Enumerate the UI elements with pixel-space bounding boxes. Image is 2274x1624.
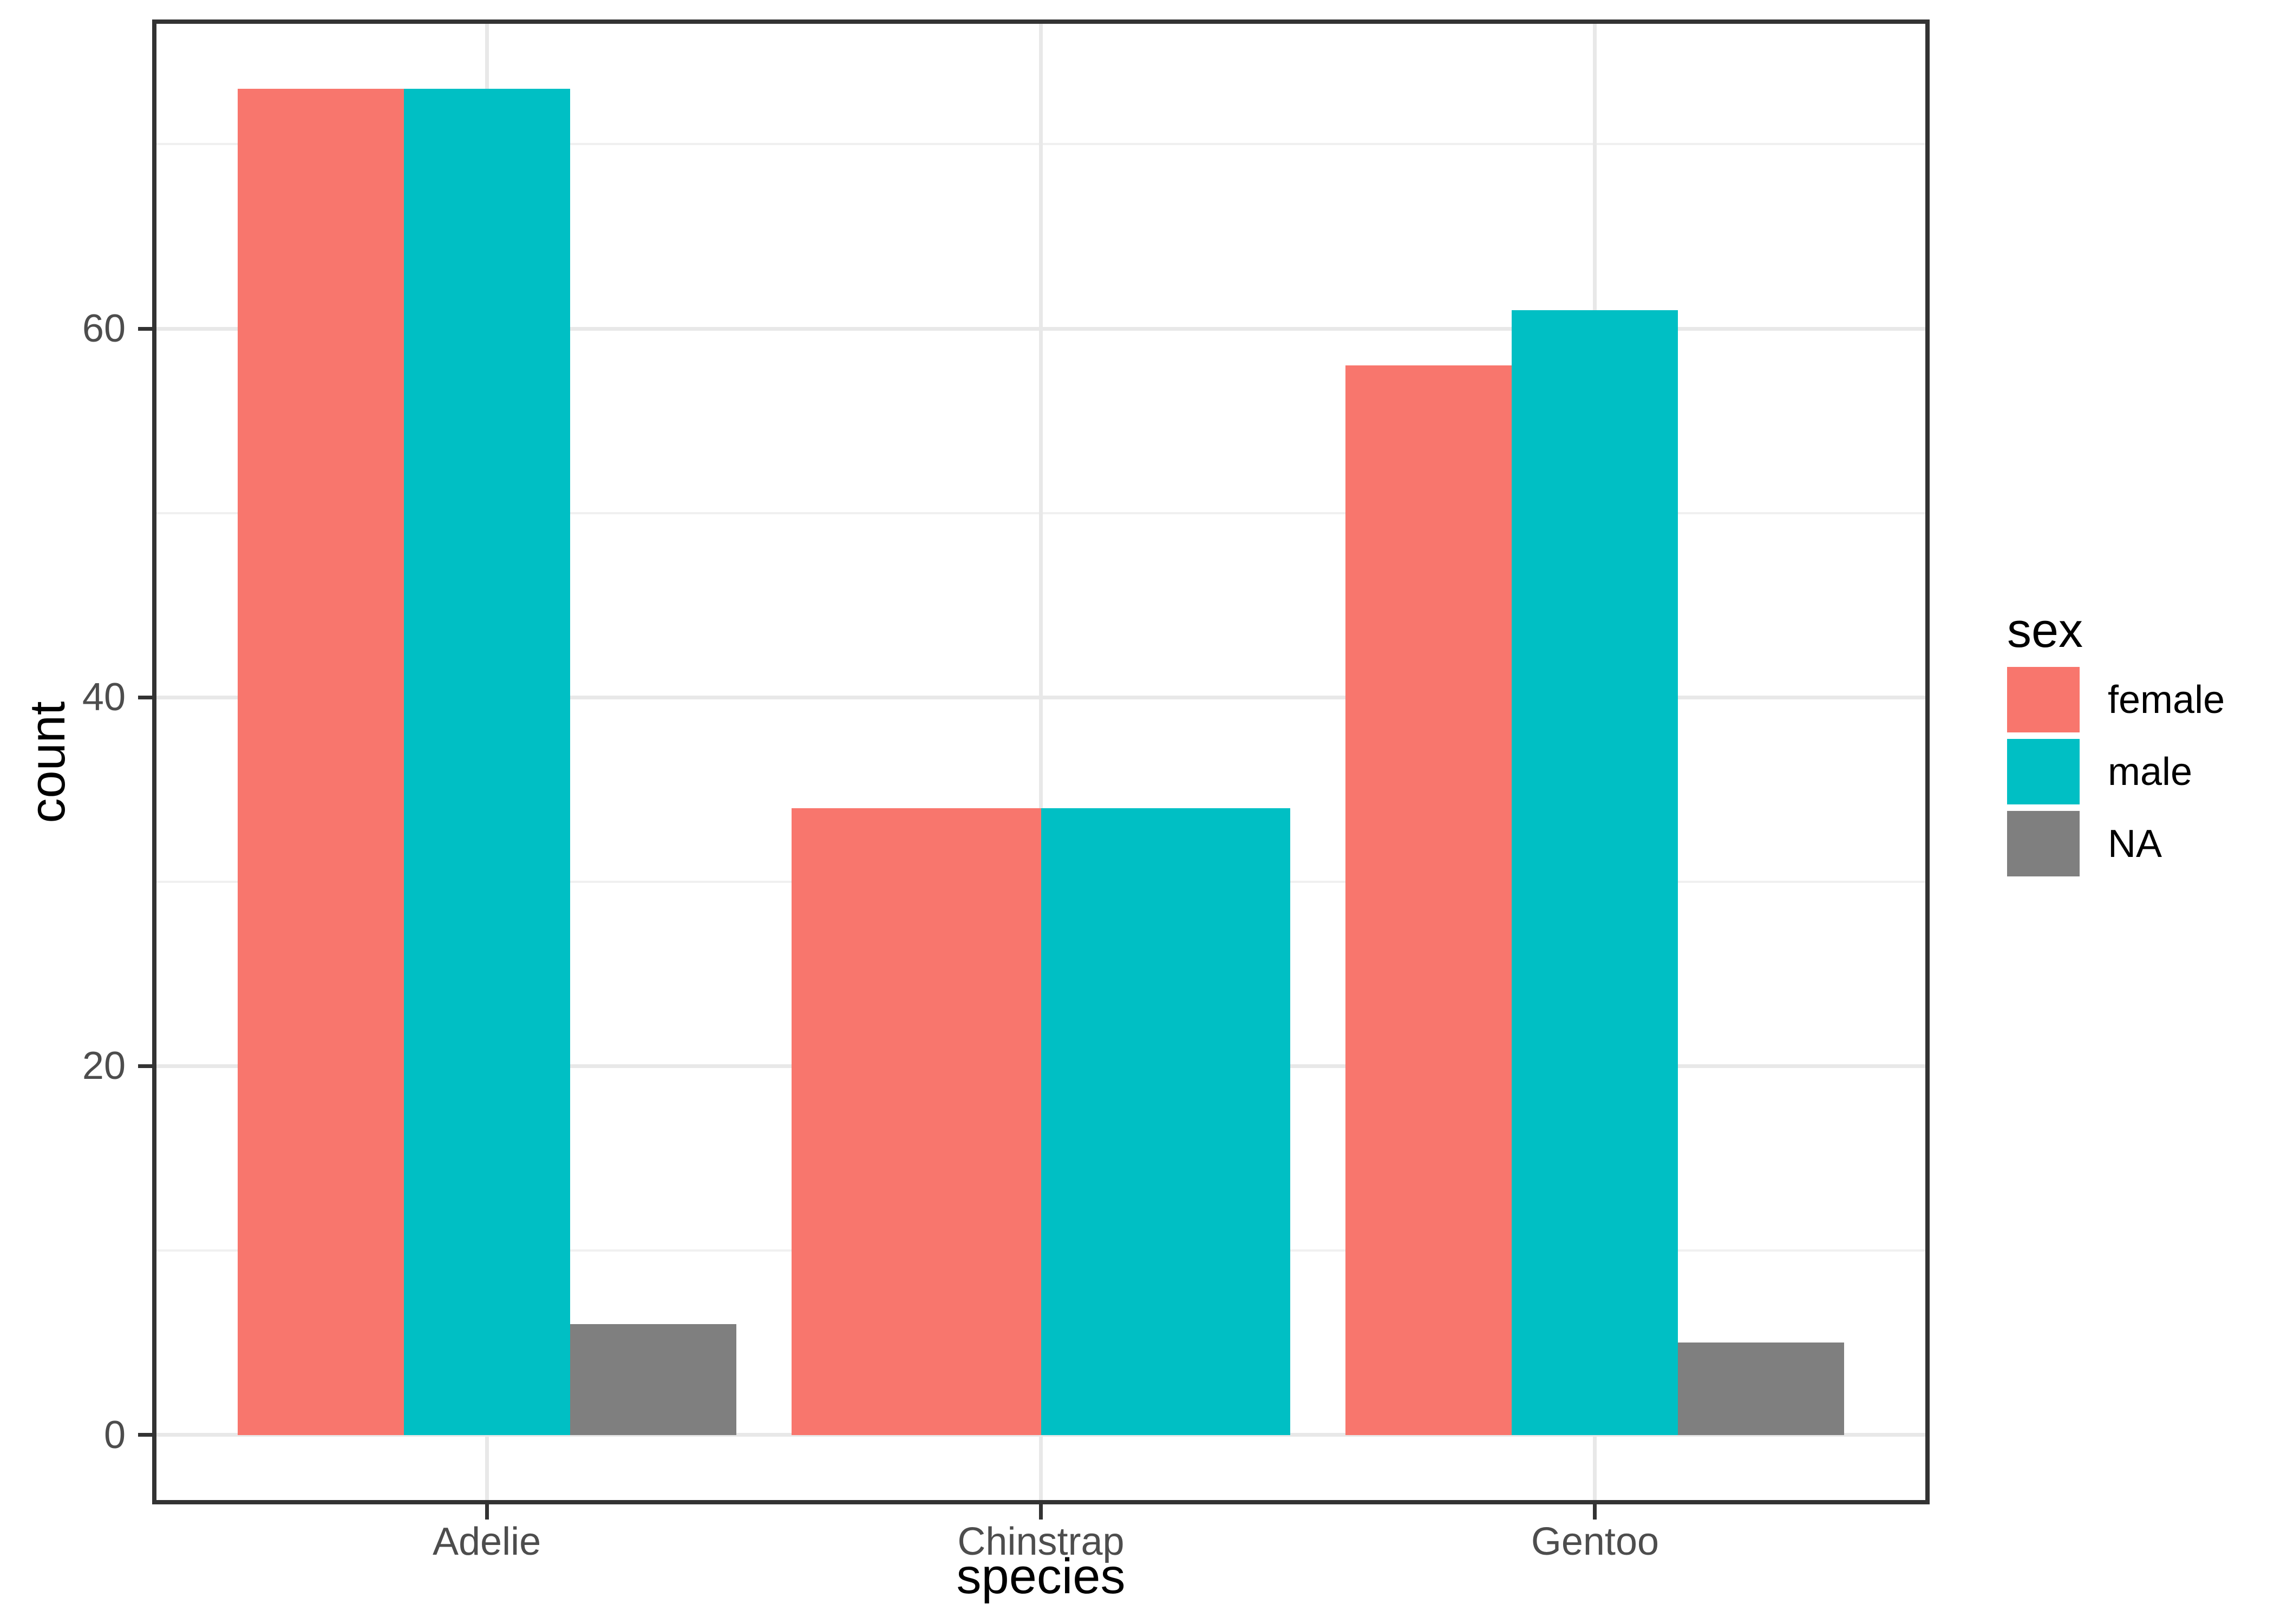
bar-adelie-female — [237, 89, 404, 1435]
legend-label-male: male — [2108, 750, 2193, 794]
y-tick-label-40: 40 — [82, 676, 126, 719]
legend-title: sex — [2007, 604, 2083, 658]
bar-chinstrap-male — [1041, 808, 1291, 1435]
y-tick-60 — [138, 326, 153, 331]
y-tick-0 — [138, 1433, 153, 1437]
legend-key-female — [2007, 667, 2080, 732]
gridline-major-x-chinstrap — [1039, 22, 1043, 1502]
bar-gentoo-na — [1678, 1343, 1845, 1435]
bar-gentoo-male — [1512, 310, 1678, 1435]
x-tick-label-gentoo: Gentoo — [1531, 1520, 1659, 1563]
x-tick-gentoo — [1593, 1504, 1597, 1520]
y-axis-title: count — [20, 700, 75, 823]
x-tick-chinstrap — [1039, 1504, 1043, 1520]
y-tick-20 — [138, 1064, 153, 1068]
y-tick-label-20: 20 — [82, 1044, 126, 1088]
y-tick-label-0: 0 — [103, 1413, 126, 1457]
y-tick-label-60: 60 — [82, 307, 126, 351]
bar-gentoo-female — [1345, 365, 1512, 1435]
x-axis-title: species — [956, 1549, 1126, 1604]
x-tick-adelie — [485, 1504, 489, 1520]
legend-key-male — [2007, 739, 2080, 804]
plot-panel — [154, 22, 1927, 1502]
legend-label-na: NA — [2108, 822, 2162, 866]
bar-adelie-male — [403, 89, 570, 1435]
legend-label-female: female — [2108, 678, 2225, 722]
bar-adelie-na — [570, 1324, 736, 1435]
y-tick-40 — [138, 695, 153, 699]
x-tick-label-chinstrap: Chinstrap — [957, 1520, 1125, 1563]
legend-key-na — [2007, 811, 2080, 876]
bar-chinstrap-female — [791, 808, 1041, 1435]
x-tick-label-adelie: Adelie — [432, 1520, 541, 1563]
